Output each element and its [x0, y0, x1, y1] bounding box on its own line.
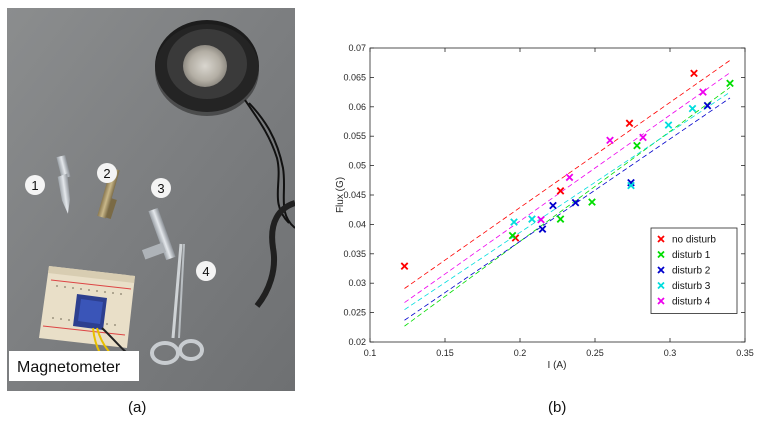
chart-legend: no disturb disturb 1 disturb 2 disturb 3 dis…	[650, 227, 738, 314]
legend-marker-disturb-4	[657, 297, 665, 305]
legend-label-disturb-2: disturb 2	[672, 266, 711, 277]
y-axis: 0.02 0.025 0.03 0.035 0.04 0.045 0.05 0.055 0.06…	[343, 43, 745, 347]
marker-2: 2	[97, 163, 117, 183]
point-no-disturb	[400, 262, 409, 270]
fit-line-no-disturb	[404, 60, 731, 289]
experiment-photo: 1 2 3 4 Magnetometer	[7, 8, 295, 391]
electromagnet	[155, 20, 295, 229]
y-axis-label: Flux (G)	[335, 177, 346, 213]
object-4-scissors	[150, 243, 204, 365]
point-no-disturb	[690, 69, 698, 78]
legend-label-disturb-4: disturb 4	[672, 297, 711, 308]
y-tick-label: 0.06	[348, 102, 366, 112]
point-disturb-1	[508, 231, 517, 240]
point-disturb-2	[538, 225, 547, 233]
legend-box	[650, 227, 738, 314]
legend-marker-disturb-1	[657, 250, 665, 259]
point-disturb-1	[633, 141, 641, 150]
object-1-pin	[56, 155, 71, 214]
fit-line-disturb-2	[404, 97, 731, 321]
x-tick-label: 0.25	[586, 348, 604, 358]
point-disturb-4	[565, 173, 574, 182]
legend-label-disturb-3: disturb 3	[672, 281, 711, 292]
point-disturb-1	[588, 198, 596, 206]
flux-chart-svg: 0.1 0.15 0.2 0.25 0.3 0.35 0.02 0.025 0.03 0.035…	[335, 43, 754, 371]
y-tick-label: 0.045	[343, 190, 366, 200]
point-disturb-1	[556, 215, 565, 223]
y-tick-label: 0.03	[348, 278, 366, 288]
panel-a-label: (a)	[128, 399, 147, 416]
point-disturb-3	[688, 104, 697, 113]
fit-line-disturb-1	[404, 87, 731, 327]
marker-3: 3	[151, 178, 171, 198]
y-tick-label: 0.025	[343, 308, 366, 318]
fit-lines	[404, 60, 731, 327]
y-tick-label: 0.04	[348, 219, 366, 229]
y-tick-label: 0.07	[348, 43, 366, 53]
legend-marker-disturb-3	[657, 281, 665, 290]
point-disturb-3	[528, 215, 536, 223]
experiment-photo-drawing: 1 2 3 4 Magnetometer	[7, 8, 295, 391]
point-disturb-2	[549, 201, 557, 210]
x-tick-label: 0.1	[364, 348, 377, 358]
point-no-disturb	[556, 187, 565, 195]
x-tick-label: 0.2	[514, 348, 527, 358]
point-disturb-4	[639, 133, 647, 142]
point-disturb-4	[537, 215, 545, 224]
x-tick-label: 0.3	[664, 348, 677, 358]
point-disturb-2	[703, 101, 712, 110]
data-points	[400, 69, 734, 270]
svg-text:1: 1	[31, 178, 38, 193]
legend-label-disturb-1: disturb 1	[672, 250, 711, 261]
x-axis: 0.1 0.15 0.2 0.25 0.3 0.35	[364, 48, 754, 358]
y-tick-label: 0.05	[348, 161, 366, 171]
object-3-bolt	[141, 207, 176, 261]
point-disturb-3	[510, 218, 518, 226]
fit-line-disturb-4	[404, 72, 731, 303]
point-disturb-3	[664, 121, 673, 129]
svg-text:4: 4	[202, 264, 209, 279]
svg-text:3: 3	[157, 181, 164, 196]
y-tick-label: 0.02	[348, 337, 366, 347]
panel-b-label: (b)	[548, 399, 567, 416]
point-disturb-2	[627, 178, 635, 187]
marker-1: 1	[25, 175, 45, 195]
x-tick-label: 0.15	[436, 348, 454, 358]
breadboard	[39, 266, 138, 377]
legend-marker-no-disturb	[657, 235, 665, 243]
point-disturb-4	[699, 88, 707, 96]
y-tick-label: 0.035	[343, 249, 366, 259]
svg-text:2: 2	[103, 166, 110, 181]
x-tick-label: 0.35	[736, 348, 754, 358]
fit-line-disturb-3	[404, 91, 731, 310]
marker-4: 4	[196, 261, 216, 281]
object-2-bolt	[97, 167, 120, 220]
point-disturb-1	[726, 79, 734, 88]
y-tick-label: 0.055	[343, 131, 366, 141]
legend-marker-disturb-2	[657, 266, 665, 274]
point-disturb-4	[606, 136, 614, 145]
y-tick-label: 0.065	[343, 72, 366, 82]
x-axis-label: I (A)	[548, 360, 567, 371]
point-disturb-2	[571, 198, 580, 207]
point-disturb-3	[627, 181, 635, 190]
svg-text:Magnetometer: Magnetometer	[17, 359, 121, 376]
flux-chart: 0.1 0.15 0.2 0.25 0.3 0.35 0.02 0.025 0.03 0.035…	[330, 38, 760, 378]
magnetometer-caption: Magnetometer	[9, 351, 139, 381]
legend-label-no-disturb: no disturb	[672, 235, 716, 246]
point-no-disturb	[625, 119, 634, 128]
